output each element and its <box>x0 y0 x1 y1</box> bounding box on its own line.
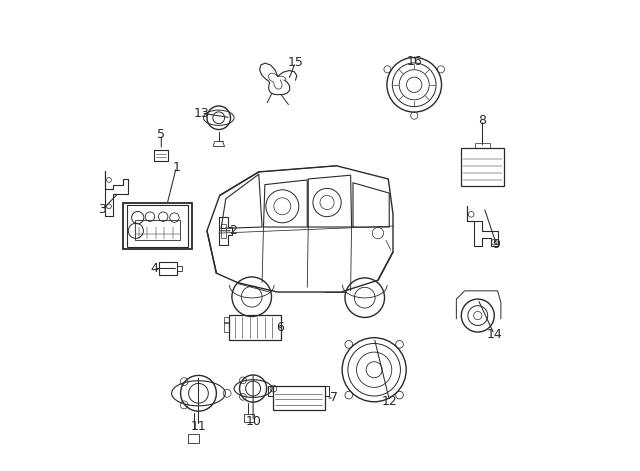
Bar <box>221 224 226 238</box>
Bar <box>273 386 324 410</box>
Text: 16: 16 <box>406 55 422 68</box>
Bar <box>123 203 192 249</box>
Text: 5: 5 <box>157 128 165 141</box>
Bar <box>127 205 188 247</box>
Text: 15: 15 <box>287 56 303 69</box>
Text: 1: 1 <box>172 161 180 174</box>
Bar <box>225 317 229 323</box>
Bar <box>225 322 229 332</box>
Text: 13: 13 <box>193 106 209 120</box>
Text: 10: 10 <box>245 415 261 428</box>
Bar <box>476 143 490 148</box>
Text: 4: 4 <box>150 262 158 275</box>
Text: 9: 9 <box>493 238 500 252</box>
Text: 6: 6 <box>276 321 284 334</box>
Text: 8: 8 <box>479 114 486 127</box>
Bar <box>461 148 504 186</box>
Bar <box>135 220 180 240</box>
Text: 14: 14 <box>486 328 502 341</box>
Bar <box>159 262 177 275</box>
Bar <box>229 315 281 340</box>
Text: 7: 7 <box>330 391 338 405</box>
Text: 2: 2 <box>229 224 237 237</box>
Bar <box>188 434 200 443</box>
Bar <box>154 150 168 161</box>
Bar <box>244 414 254 422</box>
Text: 11: 11 <box>191 420 206 433</box>
Text: 12: 12 <box>382 395 397 408</box>
Text: 3: 3 <box>99 203 106 216</box>
Bar <box>177 266 182 271</box>
